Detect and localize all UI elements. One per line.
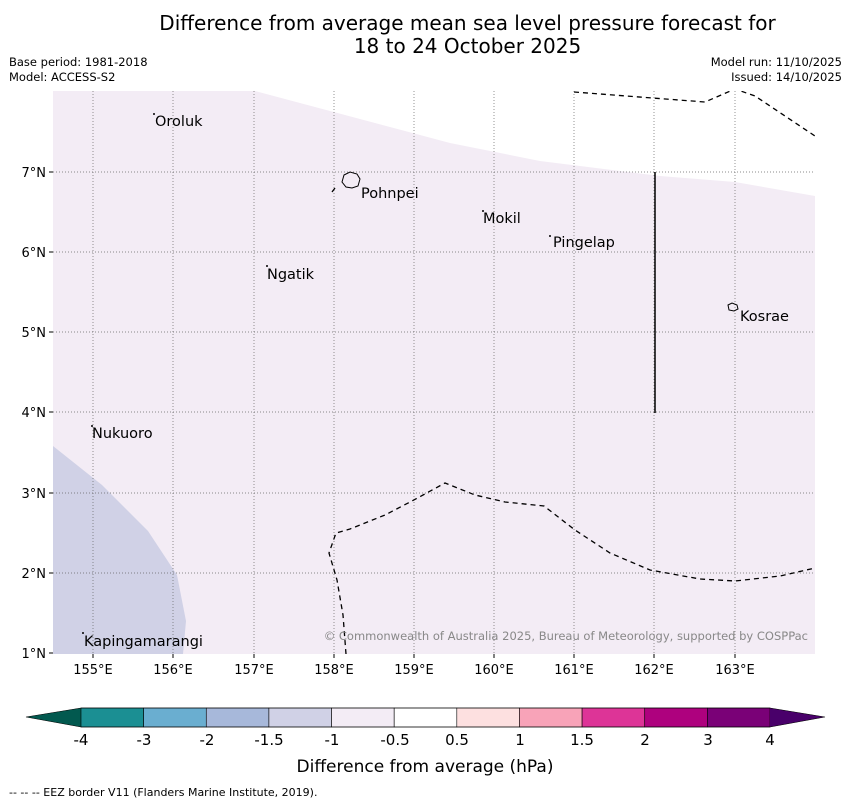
island-dots	[82, 113, 551, 634]
lon-label: 161°E	[554, 663, 594, 678]
lon-label: 158°E	[314, 663, 354, 678]
colorbar-segment	[393, 707, 458, 728]
lon-label: 157°E	[234, 663, 274, 678]
colorbar-tick: 4	[765, 731, 775, 749]
colorbar-tick: -3	[137, 731, 152, 749]
lon-label: 156°E	[153, 663, 193, 678]
anomaly-region-minus1	[53, 91, 815, 654]
colorbar-tick: -2	[200, 731, 215, 749]
colorbar-segment	[205, 707, 270, 728]
place-ngatik: Ngatik	[267, 267, 315, 283]
lon-label: 162°E	[634, 663, 674, 678]
lon-label: 155°E	[73, 663, 113, 678]
graticule	[53, 91, 815, 654]
colorbar-over	[770, 708, 825, 727]
lon-label: 160°E	[474, 663, 514, 678]
lat-label: 2°N	[22, 567, 47, 582]
colorbar-segment	[80, 707, 144, 728]
lon-labels: 155°E 156°E 157°E 158°E 159°E 160°E 161°…	[73, 663, 755, 678]
anomaly-region-minus1-5	[53, 446, 186, 654]
colorbar-tick: 2	[640, 731, 650, 749]
issued-date: Issued: 14/10/2025	[731, 70, 842, 84]
colorbar-labels: -4 -3 -2 -1.5 -1 -0.5 0.5 1 1.5 2 3 4	[74, 731, 775, 749]
base-period: Base period: 1981-2018	[9, 55, 148, 69]
eez-footnote: -- -- -- EEZ border V11 (Flanders Marine…	[9, 786, 318, 799]
colorbar-segment	[707, 707, 771, 728]
colorbar-segment	[143, 707, 207, 728]
colorbar-tick: 1	[515, 731, 525, 749]
colorbar-segment	[331, 707, 395, 728]
colorbar-title: Difference from average (hPa)	[297, 757, 554, 777]
colorbar-segment	[456, 707, 520, 728]
colorbar-tick: -0.5	[380, 731, 409, 749]
colorbar-tick: -1.5	[254, 731, 283, 749]
place-kapingamarangi: Kapingamarangi	[84, 634, 203, 650]
place-pohnpei: Pohnpei	[361, 186, 419, 202]
lat-label: 5°N	[22, 326, 47, 341]
place-pingelap: Pingelap	[553, 235, 615, 251]
colorbar-segment	[268, 707, 332, 728]
place-kosrae: Kosrae	[740, 309, 789, 325]
axis-ticks	[49, 171, 736, 658]
colorbar-tick: -4	[74, 731, 89, 749]
colorbar-tick: 3	[703, 731, 713, 749]
model-name: Model: ACCESS-S2	[9, 70, 116, 84]
map-title: Difference from average mean sea level p…	[0, 12, 850, 58]
colorbar-segment	[519, 707, 583, 728]
colorbar-tick: 0.5	[445, 731, 469, 749]
colorbar-tick: -1	[325, 731, 340, 749]
lat-label: 4°N	[22, 406, 47, 421]
place-labels: Oroluk Pohnpei Mokil Pingelap Ngatik Kos…	[84, 114, 789, 650]
colorbar-under	[26, 708, 81, 727]
lat-label: 1°N	[22, 647, 47, 662]
model-run: Model run: 11/10/2025	[710, 55, 842, 69]
meta-right: Model run: 11/10/2025 Issued: 14/10/2025	[711, 55, 842, 85]
island-kosrae	[727, 302, 739, 312]
lat-label: 6°N	[22, 246, 47, 261]
colorbar-segment	[644, 707, 708, 728]
island-pohnpei	[341, 171, 361, 189]
colorbar	[25, 707, 826, 728]
place-mokil: Mokil	[483, 211, 521, 227]
place-oroluk: Oroluk	[155, 114, 203, 130]
lat-labels: 1°N 2°N 3°N 4°N 5°N 6°N 7°N	[22, 166, 47, 662]
colorbar-segments	[80, 707, 771, 728]
lat-label: 7°N	[22, 166, 47, 181]
eez-borders	[328, 91, 815, 654]
map-area	[53, 91, 815, 654]
copyright-notice: © Commonwealth of Australia 2025, Bureau…	[324, 629, 808, 643]
lon-label: 163°E	[715, 663, 755, 678]
colorbar-tick: 1.5	[570, 731, 594, 749]
lon-label: 159°E	[394, 663, 434, 678]
colorbar-segment	[581, 707, 646, 728]
title-line-2: 18 to 24 October 2025	[353, 34, 582, 58]
place-nukuoro: Nukuoro	[92, 426, 153, 442]
lat-label: 3°N	[22, 487, 47, 502]
title-line-1: Difference from average mean sea level p…	[159, 11, 776, 35]
meta-left: Base period: 1981-2018 Model: ACCESS-S2	[9, 55, 148, 85]
